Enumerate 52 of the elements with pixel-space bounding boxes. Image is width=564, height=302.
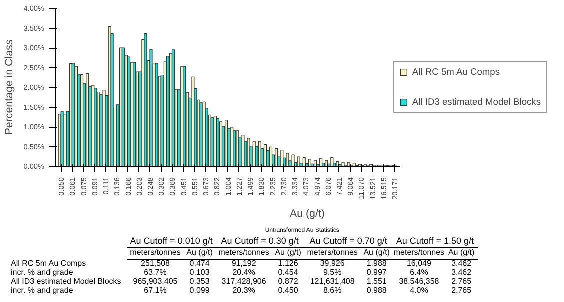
text: 121,631,408 <box>309 276 356 287</box>
text: 91,192 <box>230 259 258 269</box>
text: Au Cutoff = 1.50 g/t <box>392 236 478 248</box>
text: 3.462 <box>450 259 473 269</box>
text: 0.988 <box>366 286 388 296</box>
text: 16,049 <box>406 259 432 270</box>
x-axis-title: Au (g/t) <box>290 208 325 220</box>
text: 2.765 <box>450 276 473 287</box>
text: 0.099 <box>188 286 211 296</box>
text: 4.0% <box>409 286 430 296</box>
text: 0.353 <box>188 276 211 287</box>
text: 9.5% <box>322 268 343 278</box>
text: All RC 5m Au Comps <box>10 259 88 269</box>
text: 317,428,906 <box>220 276 268 287</box>
y-axis-title: Percentage in Class <box>4 40 16 136</box>
text: Au Cutoff = 0.70 g/t <box>304 236 393 248</box>
text: 0.872 <box>277 276 300 287</box>
text: 8.6% <box>322 286 343 296</box>
text: Au Cutoff = 0.010 g/t <box>127 236 216 248</box>
text: 6.4% <box>409 268 430 278</box>
text: 67.1% <box>143 286 168 296</box>
text: 1.126 <box>277 259 300 269</box>
text: 965,903,405 <box>132 276 179 287</box>
text: 3.462 <box>450 268 473 278</box>
text: 1.551 <box>366 276 388 287</box>
legend-label: All RC 5m Au Comps <box>412 67 500 77</box>
text: 0.997 <box>366 268 388 278</box>
text: 1.988 <box>366 259 388 269</box>
text: All ID3 estimated Model Blocks <box>10 276 122 287</box>
text: 20.4% <box>232 268 256 278</box>
text: 20.3% <box>232 286 256 296</box>
text: meters/tonnes <box>392 248 446 260</box>
text: Au Cutoff = 0.30 g/t <box>216 236 304 248</box>
text: Au (g/t) <box>272 248 304 260</box>
text: 39,926 <box>319 259 346 269</box>
text: Au (g/t) <box>184 248 216 260</box>
text: incr. % and grade <box>10 286 74 296</box>
text: meters/tonnes <box>304 248 361 260</box>
text: 63.7% <box>143 268 168 278</box>
legend-label: All ID3 estimated Model Blocks <box>412 97 541 107</box>
text: meters/tonnes <box>127 248 184 260</box>
text: 2.765 <box>450 286 473 296</box>
text: 0.103 <box>188 268 211 278</box>
text: 0.474 <box>188 259 211 269</box>
text: incr. % and grade <box>10 268 74 278</box>
text: 0.454 <box>277 268 300 278</box>
text: 251,508 <box>140 259 171 269</box>
text: 38,546,358 <box>398 276 440 287</box>
text: Au (g/t) <box>446 248 478 260</box>
text: 0.450 <box>277 286 300 296</box>
text: Au (g/t) <box>360 248 393 260</box>
text: meters/tonnes <box>216 248 272 260</box>
